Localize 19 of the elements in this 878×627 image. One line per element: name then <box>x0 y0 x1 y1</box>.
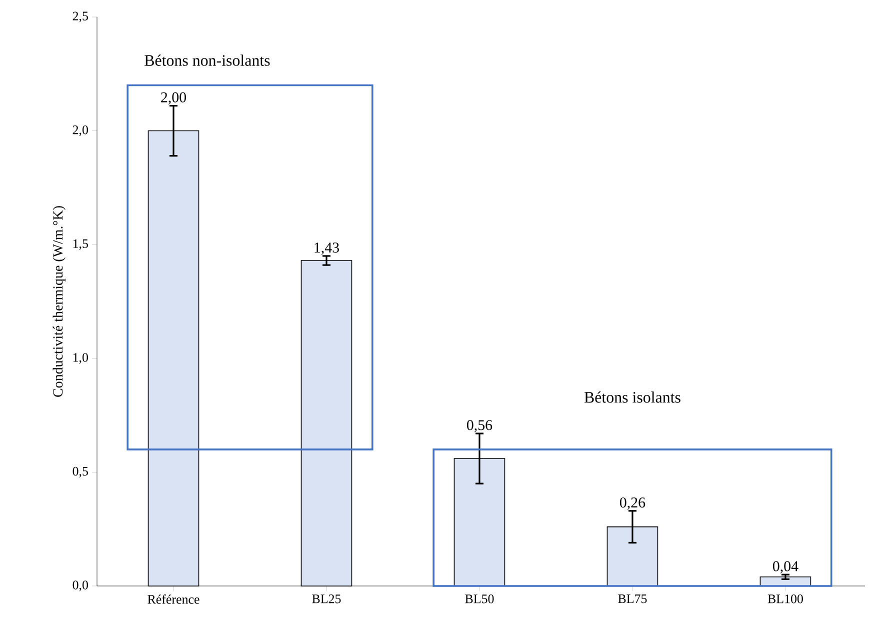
x-tick-label: Référence <box>148 594 200 604</box>
x-tick-label: BL50 <box>465 594 494 604</box>
y-tick-label: 0,0 <box>72 580 88 592</box>
y-tick-label: 2,5 <box>72 12 88 22</box>
annotation: Bétons isolants <box>584 391 680 403</box>
data-label: 0,04 <box>772 561 798 574</box>
data-label: 0,56 <box>466 420 492 432</box>
y-tick-label: 0,5 <box>72 466 88 478</box>
y-tick-label: 1,5 <box>73 239 88 250</box>
data-label: 2,00 <box>161 92 186 105</box>
annotation: Bétons non-isolants <box>144 54 270 66</box>
x-tick-label: BL100 <box>768 594 803 604</box>
y-tick-label: 1,0 <box>73 353 88 364</box>
y-axis-title: Conductivité thermique (W/m.°K) <box>52 206 66 397</box>
x-tick-label: BL25 <box>312 594 341 604</box>
x-tick-label: BL75 <box>618 594 647 604</box>
data-label: 0,26 <box>620 497 646 510</box>
y-tick-label: 2,0 <box>72 125 88 136</box>
data-label: 1,43 <box>314 242 339 255</box>
